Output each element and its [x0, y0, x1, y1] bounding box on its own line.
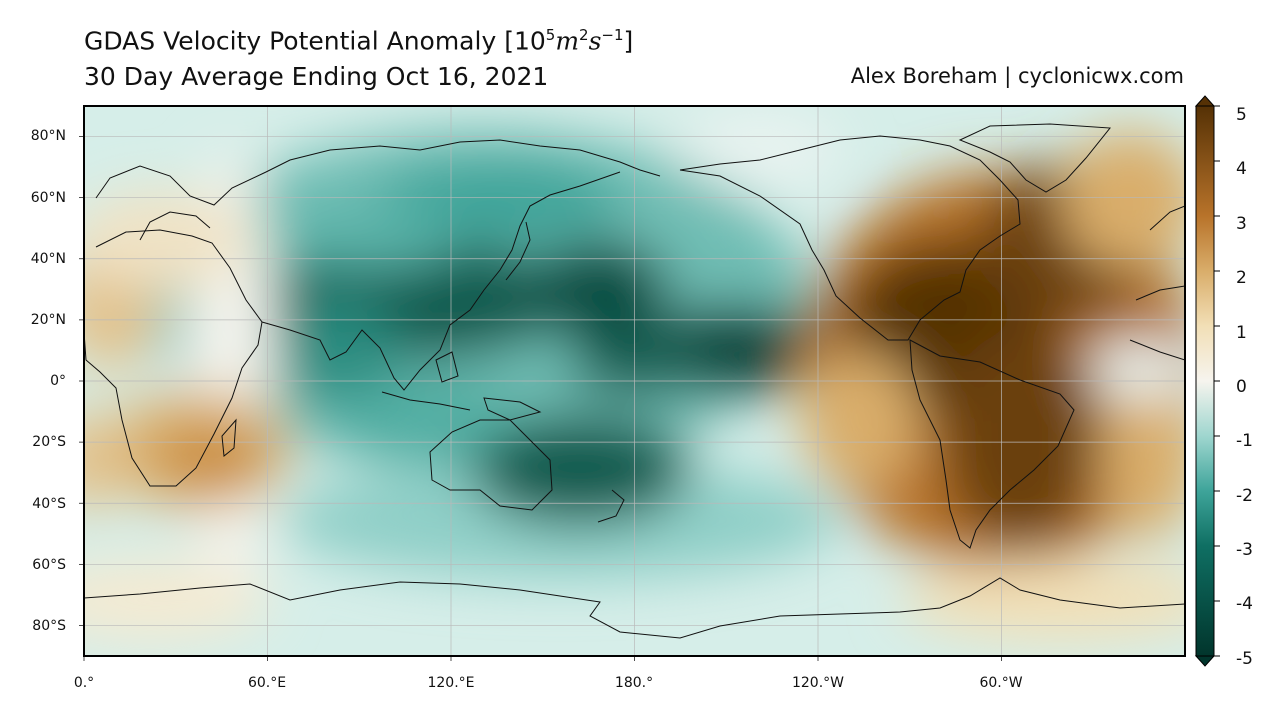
lat-label-80s: 80°S — [32, 618, 66, 634]
colorbar-label-4: 4 — [1236, 159, 1247, 179]
lon-label-180: 180.° — [614, 675, 654, 691]
lat-label-20n: 20°N — [30, 312, 66, 328]
map-title: GDAS Velocity Potential Anomaly [105m2s−… — [84, 26, 634, 56]
lat-label-80n: 80°N — [30, 128, 66, 144]
lat-label-40n: 40°N — [30, 251, 66, 267]
lon-label-60e: 60.°E — [247, 675, 287, 691]
colorbar-label-neg1: -1 — [1236, 431, 1253, 451]
colorbar-extend-top — [1194, 95, 1216, 107]
colorbar-label-2: 2 — [1236, 268, 1247, 288]
map-subtitle: 30 Day Average Ending Oct 16, 2021 — [84, 62, 549, 91]
colorbar-extend-bottom — [1194, 655, 1216, 667]
colorbar-label-neg2: -2 — [1236, 486, 1253, 506]
lat-label-equator: 0° — [50, 373, 66, 389]
lat-label-60s: 60°S — [32, 557, 66, 573]
colorbar-label-1: 1 — [1236, 323, 1247, 343]
colorbar-label-3: 3 — [1236, 214, 1247, 234]
colorbar-label-neg5: -5 — [1236, 649, 1253, 669]
lat-label-40s: 40°S — [32, 496, 66, 512]
coastlines — [84, 123, 1185, 639]
graticule — [79, 106, 1185, 661]
lat-label-20s: 20°S — [32, 434, 66, 450]
lat-label-60n: 60°N — [30, 190, 66, 206]
lon-label-0: 0.° — [73, 675, 95, 691]
colorbar-label-neg3: -3 — [1236, 540, 1253, 560]
colorbar-label-5: 5 — [1236, 105, 1247, 125]
author-credit: Alex Boreham | cyclonicwx.com — [850, 64, 1184, 88]
lon-label-120w: 120.°W — [791, 675, 845, 691]
colorbar — [1194, 95, 1220, 667]
colorbar-scale — [1195, 105, 1215, 657]
colorbar-label-neg4: -4 — [1236, 594, 1253, 614]
colorbar-label-0: 0 — [1236, 377, 1247, 397]
map-frame — [83, 105, 1186, 657]
lon-label-120e: 120.°E — [427, 675, 475, 691]
lon-label-60w: 60.°W — [979, 675, 1023, 691]
